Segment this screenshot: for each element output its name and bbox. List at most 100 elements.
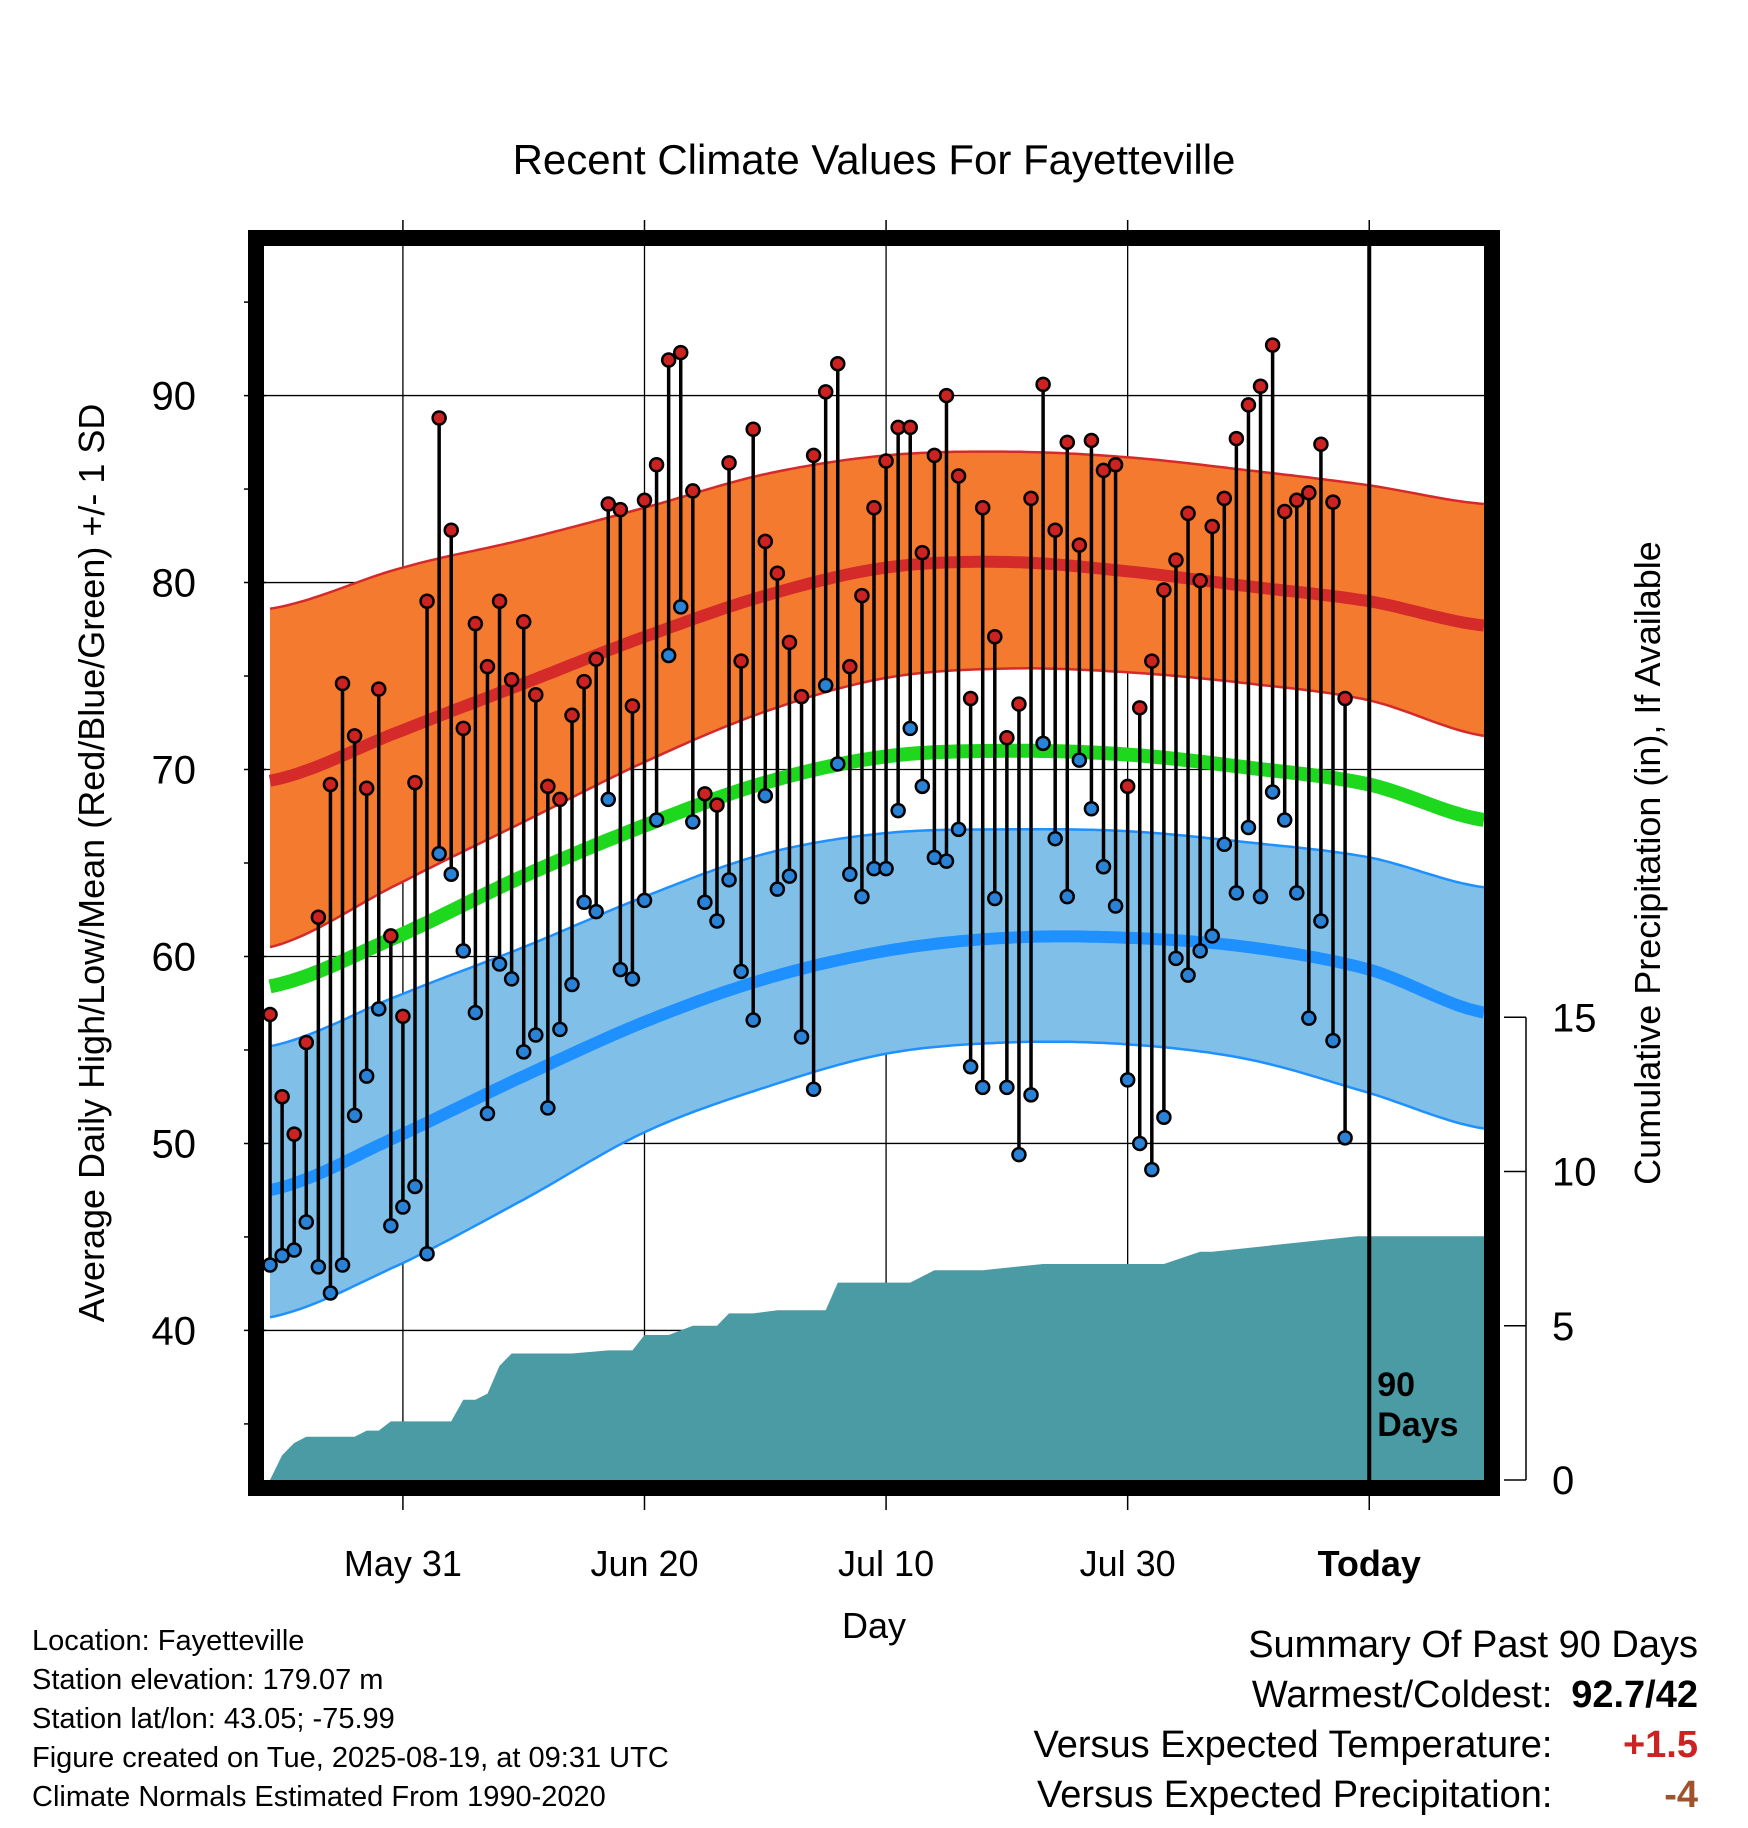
daily-low-point (540, 1100, 556, 1116)
precip-departure-row: Versus Expected Precipitation: -4 (1034, 1770, 1698, 1820)
daily-high-point (322, 776, 339, 793)
daily-low-point (467, 1004, 484, 1021)
temp-departure-row: Versus Expected Temperature: +1.5 (1034, 1720, 1698, 1770)
daily-low-point (1168, 950, 1184, 967)
daily-high-point (1276, 503, 1293, 520)
daily-high-point (383, 928, 399, 944)
warmest-coldest-label: Warmest/Coldest: (1251, 1674, 1553, 1716)
daily-low-point (890, 802, 906, 819)
daily-high-point (467, 615, 484, 632)
daily-low-point (830, 756, 846, 772)
daily-low-point (938, 853, 955, 869)
high-normal-lower-edge (269, 667, 1484, 949)
today-label-line1: 90 (1377, 1366, 1415, 1404)
daily-low-point (431, 845, 447, 862)
daily-high-point (503, 672, 520, 688)
daily-low-point (322, 1285, 339, 1301)
daily-high-point (1204, 518, 1220, 535)
daily-low-point (721, 872, 737, 888)
daily-high-point (1289, 492, 1305, 509)
daily-high-point (395, 1008, 411, 1025)
daily-low-point (1107, 898, 1124, 914)
daily-low-point (781, 868, 798, 884)
daily-high-point (999, 729, 1015, 746)
daily-high-point (745, 421, 761, 437)
daily-high-point (1011, 696, 1027, 712)
plot-area (264, 246, 1484, 1480)
y-tick-label: 70 (152, 749, 197, 793)
daily-low-point (528, 1027, 544, 1043)
daily-high-point (1313, 436, 1329, 452)
location-text: Location: Fayetteville (32, 1625, 305, 1657)
temp-departure-value: +1.5 (1622, 1724, 1698, 1766)
daily-low-point (1047, 830, 1063, 847)
daily-low-point (878, 860, 894, 877)
warmest-coldest-value: 92.7/42 (1571, 1674, 1698, 1716)
daily-low-point (733, 963, 749, 980)
daily-high-point (552, 791, 568, 808)
daily-low-point (709, 913, 725, 929)
summary-title: Summary Of Past 90 Days (1248, 1624, 1698, 1666)
summary-panel: Summary Of Past 90 Days Warmest/Coldest:… (1034, 1620, 1698, 1820)
daily-low-point (479, 1105, 496, 1122)
daily-high-point (1047, 522, 1063, 538)
daily-low-point (407, 1178, 423, 1195)
daily-low-point (576, 894, 592, 911)
mean-normal-line (268, 743, 1484, 994)
daily-low-point (1204, 928, 1220, 944)
precip-departure-value: -4 (1664, 1774, 1698, 1816)
daily-low-point (346, 1107, 363, 1124)
daily-low-point (552, 1021, 568, 1038)
x-tick-label: Jul 30 (1080, 1543, 1176, 1584)
daily-low-point (793, 1029, 810, 1045)
low-normal-line (268, 930, 1484, 1197)
daily-low-point (745, 1012, 761, 1028)
daily-low-point (1240, 819, 1257, 836)
daily-low-point (1023, 1087, 1039, 1103)
daily-high-point (1240, 397, 1257, 413)
daily-high-point (636, 492, 653, 509)
daily-high-point (576, 673, 592, 690)
daily-high-point (1325, 494, 1341, 510)
today-label-line2: Days (1377, 1406, 1458, 1444)
daily-low-point (443, 866, 459, 882)
daily-high-point (419, 593, 435, 609)
daily-low-point (842, 866, 858, 882)
daily-high-point (346, 728, 363, 744)
daily-high-point (1156, 582, 1172, 598)
daily-low-point (902, 720, 918, 737)
low-normal-lower-edge (269, 1040, 1484, 1319)
daily-low-point (286, 1242, 302, 1258)
daily-low-point (334, 1257, 351, 1273)
daily-low-point (1119, 1072, 1136, 1088)
daily-low-point (950, 821, 967, 838)
daily-low-point (999, 1079, 1015, 1096)
daily-low-point (660, 647, 677, 664)
daily-low-point (612, 961, 629, 978)
low-normal-upper-edge (269, 827, 1484, 1048)
x-tick-label: May 31 (344, 1543, 462, 1584)
daily-low-point (1216, 836, 1233, 853)
daily-high-point (709, 797, 725, 813)
daily-low-point (1156, 1109, 1172, 1126)
daily-high-point (1168, 552, 1184, 568)
precipitation-area (270, 1236, 1484, 1480)
daily-low-point (1252, 888, 1269, 905)
precip-departure-label: Versus Expected Precipitation: (1037, 1774, 1553, 1816)
daily-low-point (1313, 913, 1329, 929)
daily-high-point (1301, 485, 1317, 501)
daily-high-point (1264, 337, 1281, 353)
y2-tick-label: 0 (1552, 1459, 1574, 1503)
daily-high-point (878, 453, 894, 469)
daily-low-point (1071, 752, 1088, 768)
daily-high-point (1071, 537, 1088, 553)
daily-high-point (612, 501, 629, 518)
daily-high-point (660, 352, 677, 368)
latlon-text: Station lat/lon: 43.05; -75.99 (32, 1703, 395, 1735)
daily-high-point (926, 447, 943, 464)
daily-high-point (1119, 778, 1136, 795)
daily-high-point (733, 653, 749, 669)
daily-low-point (1035, 735, 1051, 752)
daily-high-point (515, 614, 532, 630)
daily-high-point (298, 1034, 315, 1051)
